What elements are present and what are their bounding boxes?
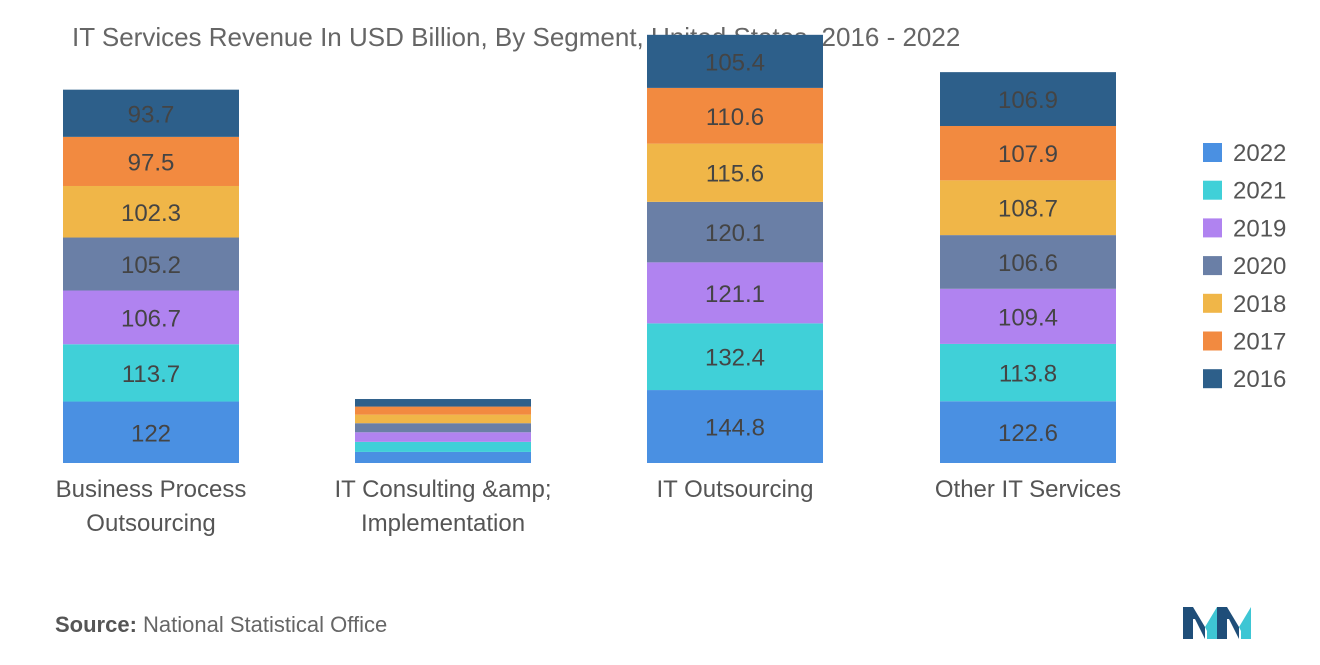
data-label-business-process-outsourcing-2017: 97.5 (128, 149, 175, 176)
legend-item-2020: 2020 (1203, 253, 1286, 280)
legend-item-2019: 2019 (1203, 215, 1286, 242)
bar-other-it-services-2017 (940, 125, 1116, 181)
legend-label-2021: 2021 (1233, 178, 1286, 205)
legend-label-2020: 2020 (1233, 253, 1286, 280)
data-label-it-outsourcing-2019: 121.1 (705, 281, 765, 308)
data-label-business-process-outsourcing-2019: 106.7 (121, 305, 181, 332)
brand-logo (1183, 607, 1251, 639)
data-label-it-outsourcing-2018: 115.6 (706, 161, 764, 188)
x-tick-label-other-it-services: Other IT Services (935, 476, 1121, 503)
bar-other-it-services-2020 (940, 235, 1116, 289)
bar-it-consulting-and-implementation-2016 (355, 399, 531, 407)
data-label-business-process-outsourcing-2018: 102.3 (121, 200, 181, 227)
source-text: National Statistical Office (143, 612, 388, 637)
legend-item-2021: 2021 (1203, 178, 1286, 205)
legend-swatch-2019 (1203, 218, 1222, 238)
data-label-it-outsourcing-2022: 144.8 (705, 415, 765, 442)
data-label-it-outsourcing-2016: 105.4 (705, 49, 765, 76)
legend-swatch-2020 (1203, 256, 1222, 276)
legend-item-2016: 2016 (1203, 366, 1286, 393)
legend-swatch-2016 (1203, 369, 1222, 389)
bar-it-outsourcing-2018 (647, 143, 823, 202)
bar-it-consulting-and-implementation-2018 (355, 414, 531, 424)
data-label-other-it-services-2022: 122.6 (998, 420, 1058, 447)
x-axis: Business Process Outsourcing IT Consulting… (56, 476, 1122, 537)
bar-it-consulting-and-implementation-2021 (355, 441, 531, 452)
bar-it-outsourcing-2019 (647, 262, 823, 324)
legend-label-2022: 2022 (1233, 140, 1286, 167)
legend-label-2018: 2018 (1233, 291, 1286, 318)
data-label-other-it-services-2020: 106.6 (998, 250, 1058, 277)
data-label-business-process-outsourcing-2020: 105.2 (121, 252, 181, 279)
bar-other-it-services-2016 (940, 72, 1116, 126)
bar-other-it-services-2019 (940, 288, 1116, 344)
x-tick-label-it-consulting-and-implementation: IT Consulting &amp; Implementation (335, 476, 552, 537)
x-tick-label-it-outsourcing: IT Outsourcing (657, 476, 814, 503)
bar-it-consulting-and-implementation-2020 (355, 423, 531, 433)
data-label-business-process-outsourcing-2016: 93.7 (128, 101, 175, 128)
legend-label-2019: 2019 (1233, 215, 1286, 242)
legend-swatch-2022 (1203, 143, 1222, 162)
data-label-other-it-services-2021: 113.8 (999, 361, 1057, 388)
bar-business-process-outsourcing-2020 (63, 237, 239, 291)
bar-other-it-services-2018 (940, 180, 1116, 236)
bar-it-outsourcing-2016 (647, 34, 823, 88)
data-label-other-it-services-2017: 107.9 (998, 141, 1058, 168)
bar-it-outsourcing-2022 (647, 390, 823, 463)
bar-it-outsourcing-2021 (647, 323, 823, 391)
bar-it-consulting-and-implementation-2019 (355, 432, 531, 442)
legend-item-2017: 2017 (1203, 329, 1286, 356)
data-label-it-outsourcing-2017: 110.6 (706, 104, 764, 131)
bar-it-outsourcing-2020 (647, 201, 823, 263)
stacked-bar-chart: 122 113.7 106.7 105.2 102.3 97.5 93.7 144.8 132.… (56, 34, 1286, 537)
x-tick-label-business-process-outsourcing: Business Process Outsourcing (56, 476, 247, 537)
source-note: Source: National Statistical Office (55, 612, 387, 638)
bar-it-consulting-and-implementation-2017 (355, 406, 531, 415)
legend: 2022 2021 2019 2020 2018 2017 2016 (1203, 140, 1286, 393)
data-label-business-process-outsourcing-2022: 122 (131, 420, 171, 447)
bar-business-process-outsourcing-2021 (63, 344, 239, 402)
legend-swatch-2017 (1203, 331, 1222, 351)
data-label-business-process-outsourcing-2021: 113.7 (122, 361, 180, 388)
bar-business-process-outsourcing-2018 (63, 185, 239, 238)
data-label-other-it-services-2016: 106.9 (998, 87, 1058, 114)
bars-layer (63, 34, 1116, 463)
legend-swatch-2021 (1203, 180, 1222, 200)
source-label: Source: (55, 612, 137, 637)
bar-it-outsourcing-2017 (647, 87, 823, 144)
legend-item-2022: 2022 (1203, 140, 1286, 167)
value-labels-layer: 122 113.7 106.7 105.2 102.3 97.5 93.7 144.8 132.… (121, 49, 1058, 447)
bar-it-consulting-and-implementation-2022 (355, 451, 531, 463)
data-label-other-it-services-2019: 109.4 (998, 304, 1058, 331)
bar-business-process-outsourcing-2022 (63, 401, 239, 463)
bar-business-process-outsourcing-2017 (63, 136, 239, 186)
legend-label-2017: 2017 (1233, 329, 1286, 356)
bar-business-process-outsourcing-2016 (63, 89, 239, 137)
data-label-it-outsourcing-2020: 120.1 (705, 220, 765, 247)
legend-item-2018: 2018 (1203, 291, 1286, 318)
data-label-it-outsourcing-2021: 132.4 (705, 345, 765, 372)
bar-other-it-services-2022 (940, 401, 1116, 463)
bar-other-it-services-2021 (940, 343, 1116, 402)
data-label-other-it-services-2018: 108.7 (998, 196, 1058, 223)
legend-label-2016: 2016 (1233, 366, 1286, 393)
legend-swatch-2018 (1203, 293, 1222, 313)
bar-business-process-outsourcing-2019 (63, 290, 239, 345)
